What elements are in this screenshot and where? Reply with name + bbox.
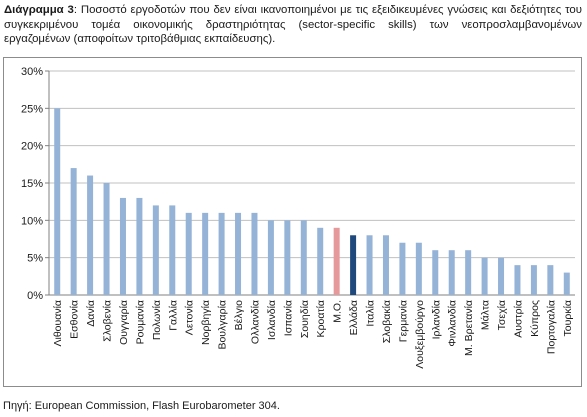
x-tick-label: Βουλγαρία bbox=[217, 300, 229, 350]
bar bbox=[366, 235, 373, 295]
y-tick-label: 0% bbox=[27, 290, 43, 302]
x-tick-label: Λιθουανία bbox=[52, 300, 64, 347]
y-tick-label: 10% bbox=[21, 215, 43, 227]
x-tick-label: Φινλανδία bbox=[447, 300, 459, 347]
bar bbox=[448, 250, 455, 295]
y-tick-label: 15% bbox=[21, 178, 43, 190]
bar bbox=[563, 272, 570, 295]
bar bbox=[251, 212, 258, 295]
bar bbox=[498, 257, 505, 295]
x-tick-label: Σλοβακία bbox=[381, 300, 393, 343]
x-tick-label: Ρουμανία bbox=[134, 300, 146, 344]
bar bbox=[169, 205, 176, 295]
bar bbox=[481, 257, 488, 295]
caption-label: Διάγραμμα 3 bbox=[4, 4, 74, 16]
x-tick-label: Εσθονία bbox=[69, 300, 81, 339]
bar bbox=[87, 175, 94, 295]
x-tick-label: Λουξεμβούργο bbox=[414, 300, 426, 369]
x-tick-label: Ισλανδία bbox=[266, 300, 278, 340]
bar bbox=[218, 212, 225, 295]
bar bbox=[54, 108, 61, 295]
bar bbox=[382, 235, 389, 295]
y-tick-label: 5% bbox=[27, 253, 43, 265]
bar bbox=[70, 168, 77, 295]
x-tick-label: Ισπανία bbox=[282, 300, 294, 336]
x-tick-label: Γερμανία bbox=[397, 300, 409, 342]
bar bbox=[350, 235, 357, 295]
x-tick-label: Μ. Βρετανία bbox=[463, 300, 475, 356]
x-tick-label: Σλοβενία bbox=[102, 300, 114, 342]
chart-area: 0% 5% 10% 15% 20% 25% 30% Λιθουανία Εσθονία Δανία… bbox=[3, 57, 582, 387]
bar bbox=[235, 212, 242, 295]
x-tick-label: Κροατία bbox=[315, 300, 327, 337]
x-tick-label: Μ.Ο. bbox=[332, 300, 344, 323]
x-tick-label: Πολωνία bbox=[151, 300, 163, 340]
x-tick-label: Πορτογαλία bbox=[545, 300, 557, 354]
source-note: Πηγή: European Commission, Flash Eurobar… bbox=[3, 400, 280, 412]
x-tick-label: Μάλτα bbox=[480, 300, 492, 330]
chart-caption: Διάγραμμα 3: Ποσοστό εργοδοτών που δεν ε… bbox=[4, 3, 582, 47]
x-tick-label: Λετονία bbox=[184, 300, 196, 335]
y-tick-label: 20% bbox=[21, 141, 43, 153]
bar bbox=[317, 227, 324, 295]
y-tick-label: 30% bbox=[21, 66, 43, 78]
x-tick-label: Κύπρος bbox=[529, 300, 541, 337]
x-tick-label: Τουρκία bbox=[562, 300, 574, 336]
x-tick-label: Ελλάδα bbox=[348, 300, 360, 335]
x-tick-label: Αυστρία bbox=[512, 300, 524, 338]
bar bbox=[267, 220, 274, 295]
bar bbox=[185, 212, 192, 295]
bar bbox=[119, 197, 126, 295]
y-tick-label: 25% bbox=[21, 103, 43, 115]
x-tick-label: Γαλλία bbox=[167, 300, 179, 331]
bar bbox=[415, 242, 422, 295]
x-tick-label: Σουηδία bbox=[299, 300, 311, 338]
x-tick-label: Τσεχία bbox=[496, 300, 508, 330]
x-tick-label: Βέλγιο bbox=[233, 300, 245, 331]
x-tick-label: Δανία bbox=[85, 300, 97, 327]
caption-text: : Ποσοστό εργοδοτών που δεν είναι ικανοπ… bbox=[4, 4, 582, 45]
bar-chart: 0% 5% 10% 15% 20% 25% 30% Λιθουανία Εσθονία Δανία… bbox=[21, 66, 575, 369]
bar bbox=[152, 205, 159, 295]
bar bbox=[333, 227, 340, 295]
bar bbox=[547, 265, 554, 295]
bar bbox=[300, 220, 307, 295]
bar bbox=[103, 183, 110, 295]
x-tick-label: Ουγγαρία bbox=[118, 300, 130, 345]
bar bbox=[202, 212, 209, 295]
bar bbox=[530, 265, 537, 295]
bar bbox=[284, 220, 291, 295]
bar bbox=[465, 250, 472, 295]
x-tick-label: Ολλανδία bbox=[249, 300, 261, 344]
x-tick-label: Ιταλία bbox=[365, 300, 377, 327]
bar bbox=[432, 250, 439, 295]
x-tick-label: Νορβηγία bbox=[200, 300, 212, 345]
bar bbox=[136, 197, 143, 295]
bar bbox=[399, 242, 406, 295]
x-tick-label: Ιρλανδία bbox=[430, 300, 442, 339]
bar bbox=[514, 265, 521, 295]
